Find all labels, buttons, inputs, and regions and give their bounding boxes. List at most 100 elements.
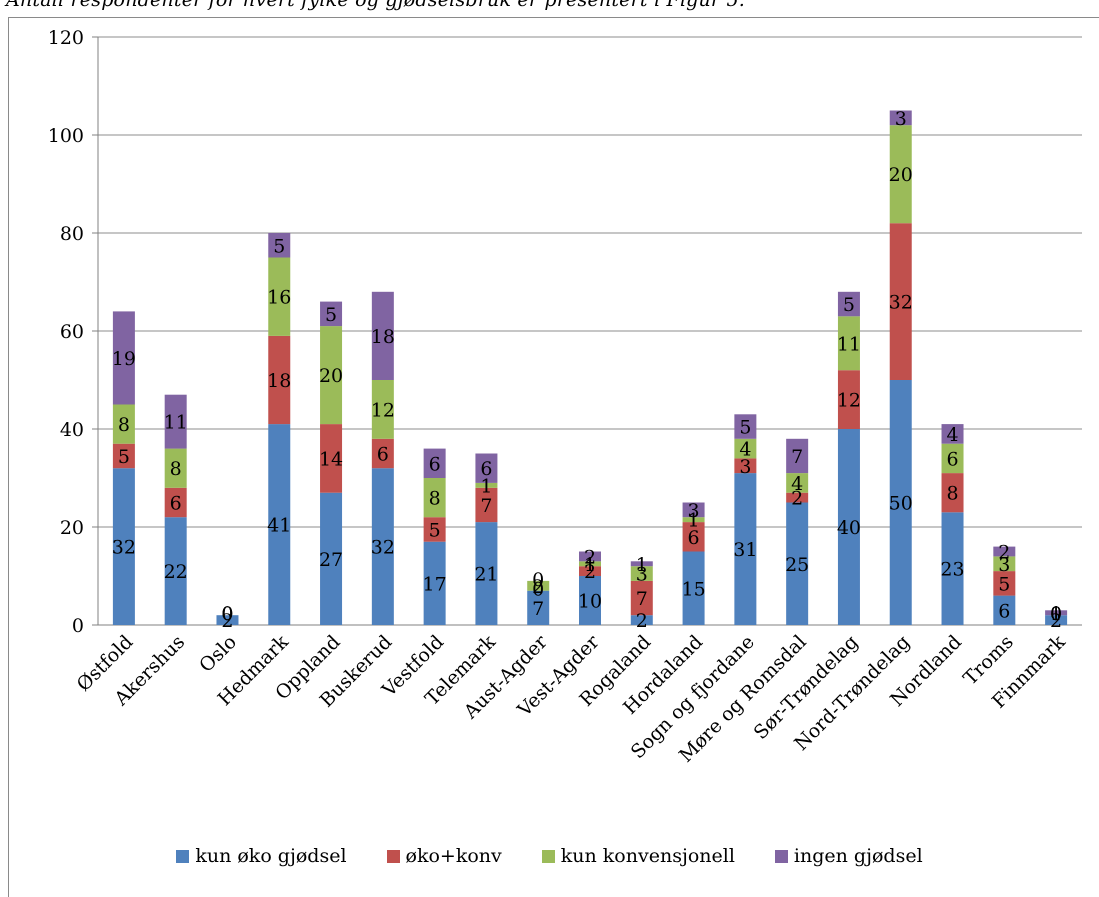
data-label: 4 — [739, 439, 751, 461]
bar-segment — [423, 448, 446, 478]
data-label: 1 — [584, 554, 596, 576]
y-axis-ticks: 0 20 40 60 80 100 120 — [48, 27, 84, 637]
data-label: 6 — [688, 527, 700, 549]
data-label: 23 — [940, 559, 964, 581]
data-label: 1 — [1050, 603, 1062, 625]
data-label: 4 — [791, 473, 803, 495]
data-label: 5 — [273, 235, 285, 257]
data-label: 5 — [843, 294, 855, 316]
y-tick-label: 100 — [48, 125, 84, 147]
bar-segment — [527, 590, 550, 625]
data-labels: 3258192268112000411816527142053261218175… — [112, 108, 1062, 632]
data-label: 17 — [423, 573, 447, 595]
data-label: 5 — [325, 304, 337, 326]
data-label: 6 — [946, 448, 958, 470]
data-label: 31 — [733, 539, 757, 561]
bar-segment — [371, 380, 394, 439]
bar-segment — [579, 561, 601, 567]
data-label: 7 — [791, 446, 803, 468]
data-label: 6 — [170, 493, 182, 515]
bar-segment — [1045, 610, 1068, 616]
bar-segment — [630, 561, 653, 567]
bar-segment — [475, 482, 498, 488]
bar-segment — [786, 438, 809, 474]
bar-segment — [630, 566, 653, 581]
bar-segment — [786, 473, 809, 493]
bars — [112, 110, 1068, 625]
data-label: 14 — [319, 448, 343, 470]
data-label: 5 — [118, 446, 130, 468]
bar-segment — [682, 551, 705, 625]
bar-segment — [112, 404, 135, 444]
data-label: 6 — [377, 444, 389, 466]
y-tick-label: 120 — [48, 27, 84, 49]
data-label: 8 — [946, 483, 958, 505]
data-label: 0 — [221, 603, 233, 625]
data-label: 16 — [267, 287, 291, 309]
bar-segment — [268, 233, 291, 258]
data-label: 21 — [474, 564, 498, 586]
y-tick-label: 40 — [60, 419, 84, 441]
y-tick-label: 80 — [60, 223, 84, 245]
data-label: 6 — [429, 453, 441, 475]
bar-segment — [993, 546, 1016, 557]
bar-segment — [579, 551, 601, 562]
data-label: 8 — [429, 488, 441, 510]
bar-segment — [216, 615, 239, 625]
data-label: 4 — [946, 424, 958, 446]
data-label: 1 — [636, 554, 648, 576]
data-label: 32 — [889, 292, 913, 314]
bar-segment — [1045, 615, 1068, 625]
data-label: 5 — [739, 417, 751, 439]
x-tick-label: Oslo — [195, 631, 241, 677]
data-label: 2 — [584, 546, 596, 568]
data-label: 8 — [118, 414, 130, 436]
data-label: 5 — [429, 519, 441, 541]
legend-item: ingen gjødsel — [774, 845, 923, 867]
data-label: 11 — [837, 333, 861, 355]
data-label: 18 — [267, 370, 291, 392]
data-label: 3 — [636, 564, 648, 586]
bar-segment — [941, 512, 964, 625]
data-label: 12 — [371, 399, 395, 421]
bar-segment — [475, 453, 498, 483]
bar-segment — [112, 311, 135, 405]
bar-segment — [941, 424, 964, 444]
data-label: 11 — [164, 412, 188, 434]
bar-segment — [941, 443, 964, 474]
data-label: 3 — [688, 500, 700, 522]
bar-segment — [734, 438, 757, 459]
bar-segment — [268, 424, 291, 625]
bar-segment — [320, 301, 343, 327]
data-label: 7 — [480, 495, 492, 517]
data-label: 2 — [584, 561, 596, 583]
data-label: 41 — [267, 515, 291, 537]
data-label: 0 — [532, 579, 544, 601]
bar-segment — [837, 429, 860, 625]
y-tick-label: 0 — [72, 615, 84, 637]
bar-segment — [475, 522, 498, 625]
data-label: 6 — [480, 458, 492, 480]
legend-label: ingen gjødsel — [793, 845, 923, 867]
bar-segment — [630, 580, 653, 616]
legend-label: kun øko gjødsel — [195, 845, 347, 867]
figure-caption: Antall respondenter for hvert fylke og g… — [6, 0, 745, 11]
bar-segment — [579, 576, 601, 625]
bar-segment — [164, 448, 187, 488]
bar-segment — [993, 571, 1016, 596]
bar-segment — [734, 458, 757, 474]
legend-item: kun øko gjødsel — [176, 845, 347, 867]
data-label: 12 — [837, 390, 861, 412]
data-label: 2 — [998, 542, 1010, 564]
bar-segment — [682, 517, 705, 523]
bar-segment — [889, 110, 912, 126]
legend-label: kun konvensjonell — [560, 845, 735, 867]
bar-segment — [579, 566, 601, 576]
data-label: 10 — [578, 591, 602, 613]
bar-segment — [889, 125, 912, 224]
data-label: 20 — [319, 365, 343, 387]
bar-segment — [682, 522, 705, 552]
bar-segment — [837, 316, 860, 371]
